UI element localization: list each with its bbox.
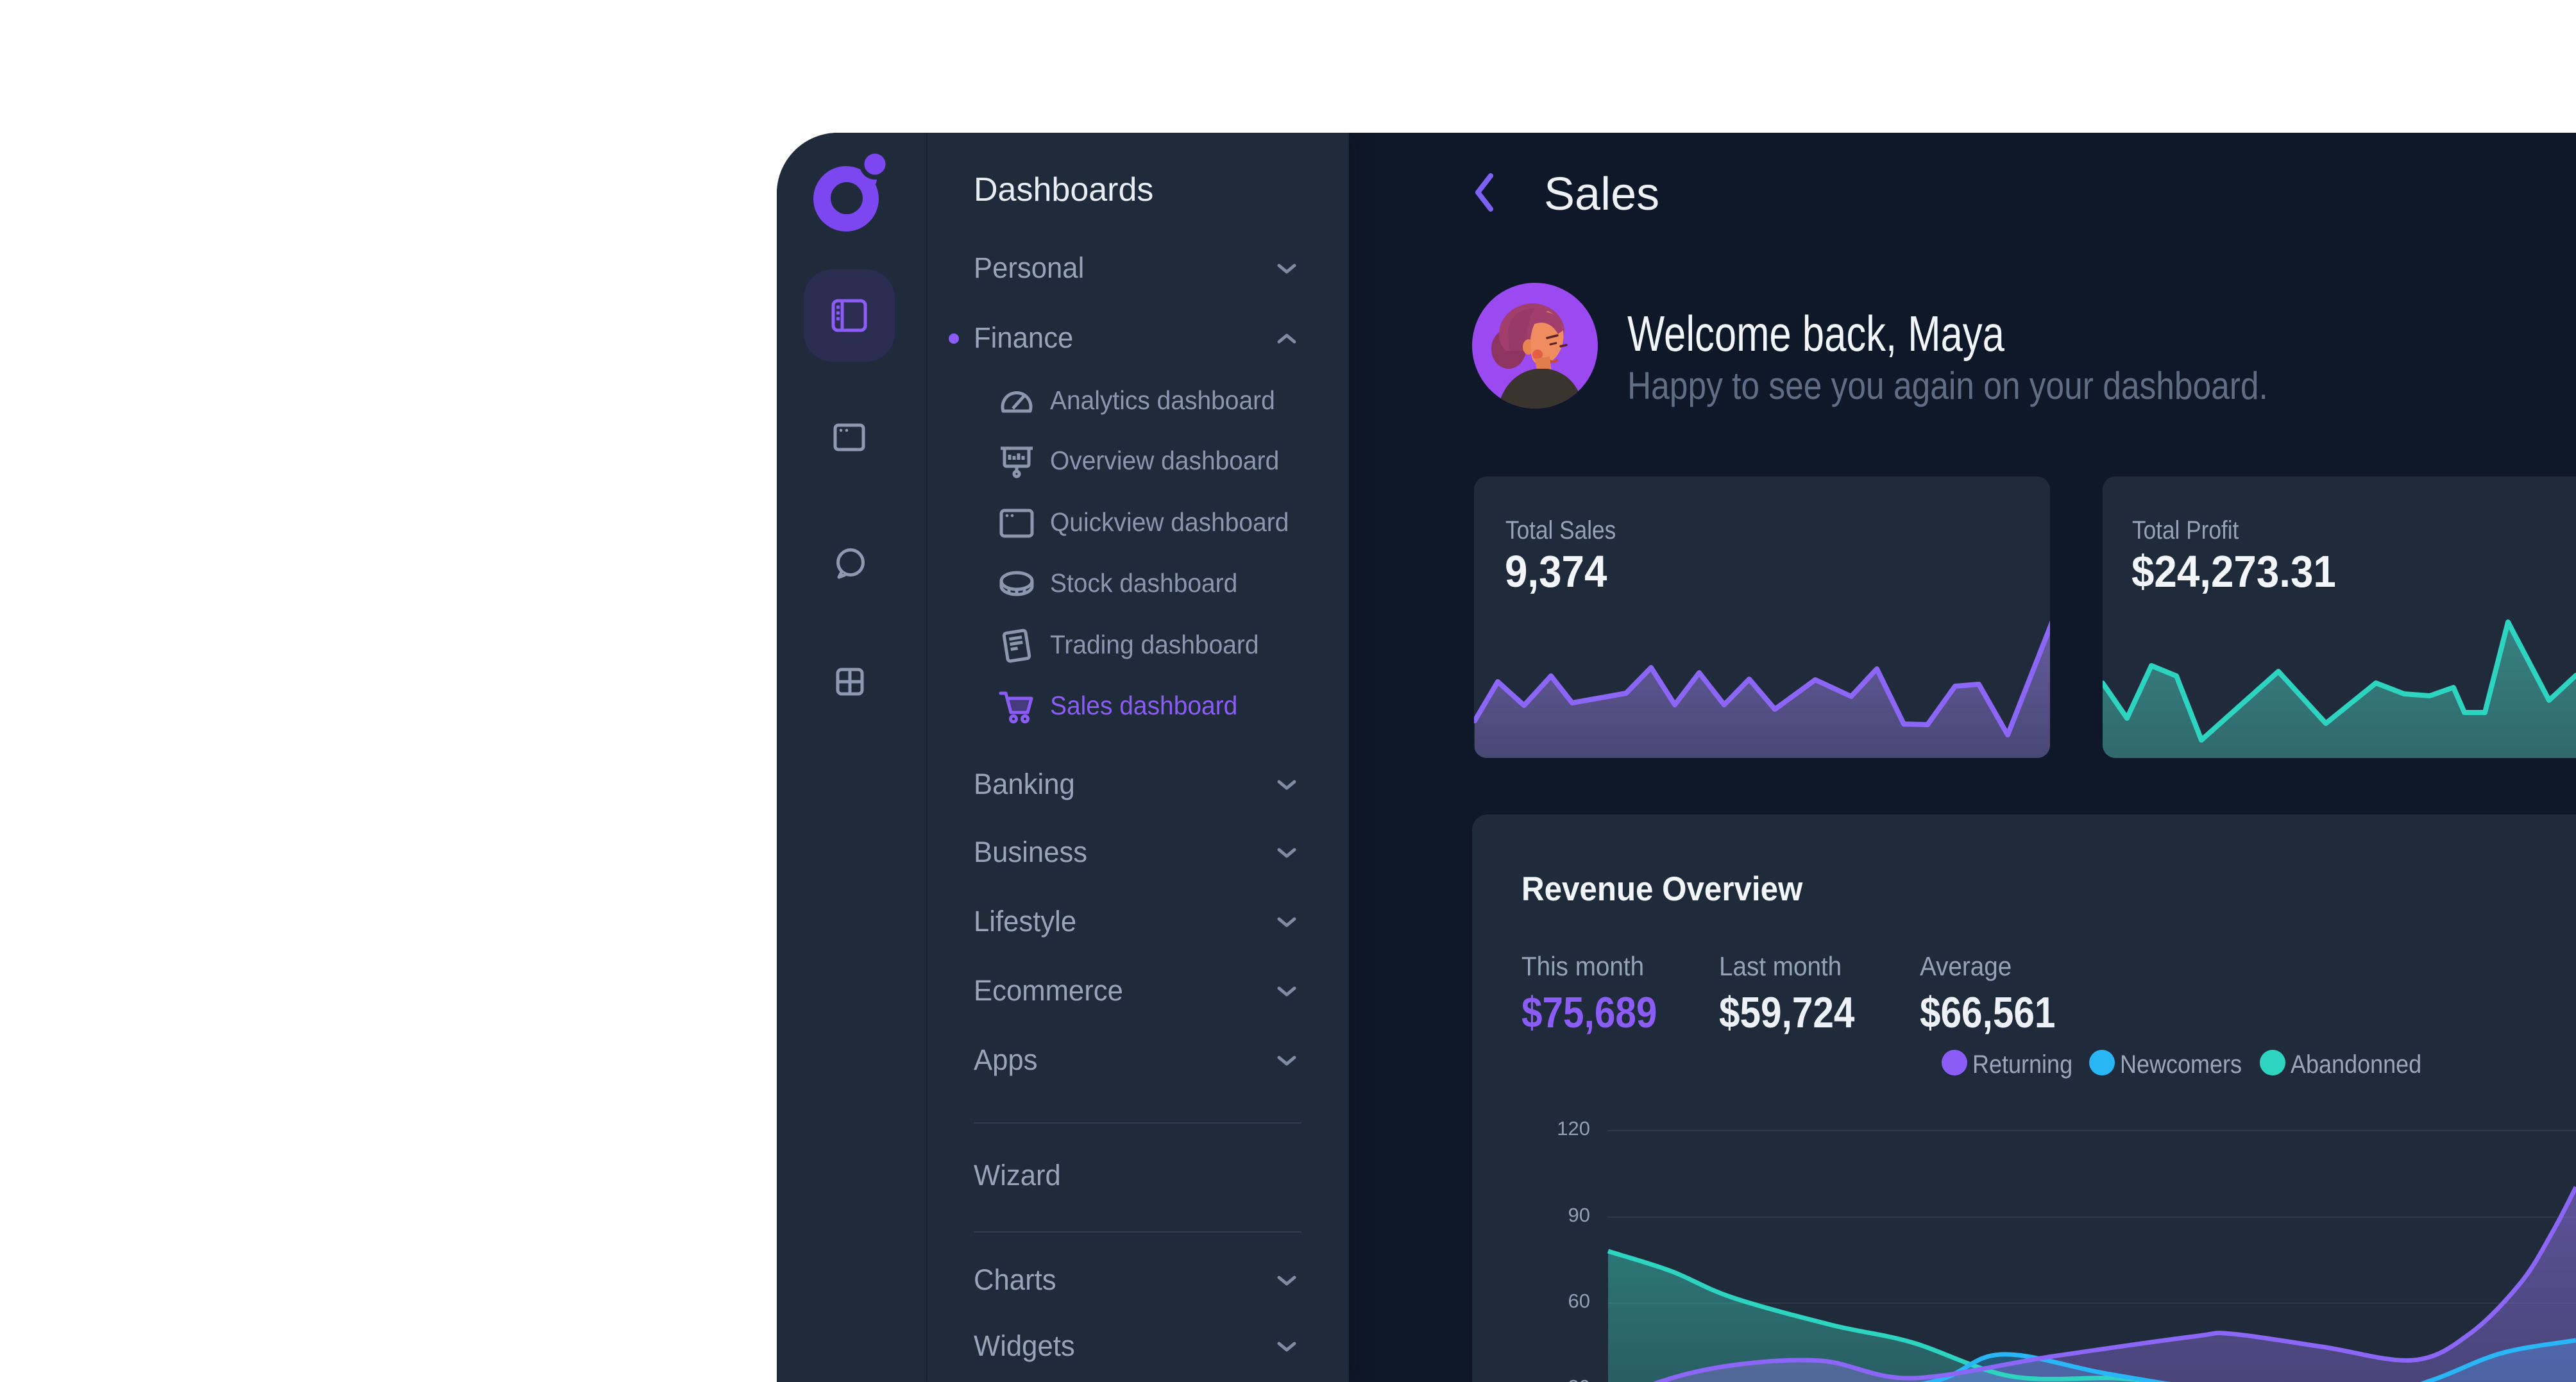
svg-text:30: 30 — [1568, 1376, 1590, 1382]
svg-text:120: 120 — [1557, 1117, 1590, 1140]
svg-text:90: 90 — [1568, 1204, 1590, 1226]
svg-text:60: 60 — [1568, 1290, 1590, 1312]
